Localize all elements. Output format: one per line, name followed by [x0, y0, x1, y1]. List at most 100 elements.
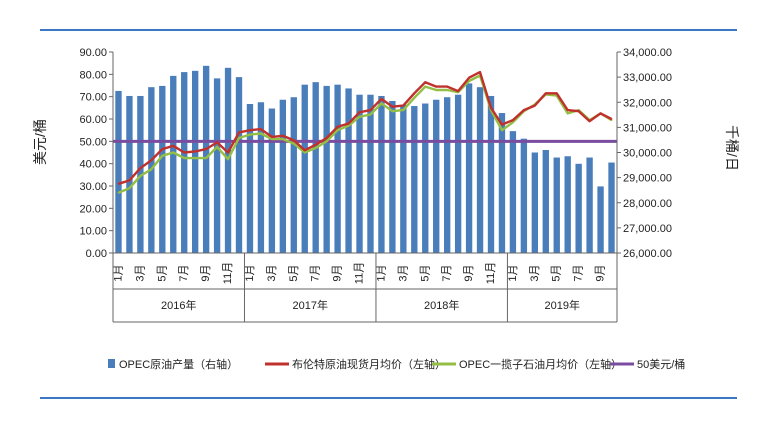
- right-tick-label: 33,000.00: [623, 72, 672, 84]
- x-month-label: 11月: [485, 262, 497, 284]
- brent-price-line-point: [161, 148, 164, 151]
- left-tick-label: 80.00: [79, 69, 107, 81]
- bar-opec-production: [542, 149, 549, 253]
- bar-opec-production: [115, 90, 122, 253]
- left-tick-label: 0.00: [86, 248, 107, 260]
- x-month-label: 5月: [551, 264, 563, 281]
- x-month-label: 9月: [463, 264, 475, 281]
- opec-basket-price-line-point: [358, 115, 361, 118]
- bar-opec-production: [235, 77, 243, 253]
- brent-price-line-point: [347, 122, 350, 125]
- x-month-label: 5月: [156, 264, 168, 281]
- left-tick-label: 70.00: [79, 92, 107, 104]
- x-month-label: 9月: [595, 264, 607, 281]
- bar-opec-production: [378, 95, 385, 253]
- brent-price-line-point: [358, 111, 361, 114]
- brent-price-line-point: [599, 112, 602, 115]
- brent-price-line-point: [380, 98, 383, 100]
- brent-price-line-point: [336, 125, 339, 128]
- legend-item-opec-production-label: OPEC原油产量（右轴）: [119, 357, 238, 371]
- legend-item-threshold-label: 50美元/桶: [637, 357, 685, 371]
- opec-basket-price-line-point: [369, 113, 372, 116]
- opec-basket-price-line-point: [205, 157, 208, 159]
- brent-price-line-point: [303, 149, 306, 152]
- x-month-label: 7月: [573, 264, 585, 281]
- opec-basket-price-line-point: [227, 158, 229, 161]
- brent-price-line-point: [183, 151, 186, 154]
- opec-basket-price-line-point: [391, 110, 394, 113]
- bar-opec-production: [345, 88, 352, 254]
- year-label: 2016年: [161, 298, 196, 312]
- brent-price-line-point: [369, 109, 372, 111]
- left-tick-label: 10.00: [79, 226, 107, 238]
- opec-basket-price-line-point: [216, 146, 218, 148]
- bar-opec-production: [520, 138, 528, 253]
- right-tick-label: 32,000.00: [623, 97, 672, 109]
- bar-opec-production: [400, 104, 407, 253]
- x-month-label: 9月: [200, 264, 212, 281]
- brent-price-line-point: [270, 135, 273, 138]
- bar-opec-production: [279, 99, 287, 253]
- brent-price-line-point: [479, 71, 481, 73]
- brent-price-line-point: [292, 139, 295, 142]
- brent-price-line-point: [216, 141, 218, 144]
- brent-price-line-point: [577, 110, 580, 113]
- bar-opec-production: [181, 72, 188, 253]
- bar-opec-production: [356, 94, 363, 254]
- opec-basket-price-line-point: [249, 133, 251, 136]
- bar-opec-production: [126, 95, 133, 253]
- legend-item-opec-basket-label: OPEC一揽子石油月均价（左轴）: [459, 357, 622, 371]
- brent-price-line-point: [501, 123, 503, 126]
- opec-basket-price-line-point: [172, 151, 175, 154]
- bar-opec-production: [159, 85, 166, 253]
- brent-price-line: [118, 70, 613, 185]
- opec-basket-price-line-point: [347, 124, 350, 127]
- opec-basket-price-line-point: [194, 157, 197, 159]
- bar-opec-production: [137, 95, 144, 253]
- opec-basket-price-line-point: [117, 191, 120, 194]
- bar-opec-production: [575, 163, 582, 253]
- opec-basket-price-line-point: [281, 138, 284, 141]
- left-tick-label: 30.00: [79, 181, 107, 193]
- brent-price-line-point: [468, 76, 470, 79]
- opec-basket-price-line-point: [260, 132, 262, 135]
- opec-basket-price-line-point: [512, 121, 514, 124]
- brent-price-line-point: [402, 104, 405, 107]
- opec-basket-price-line-point: [139, 175, 142, 177]
- bar-opec-production: [509, 131, 517, 253]
- brent-price-line-point: [238, 131, 240, 134]
- bar-opec-production: [301, 84, 308, 253]
- bar-opec-production: [268, 108, 276, 253]
- brent-price-line-point: [588, 120, 591, 123]
- left-tick-label: 40.00: [79, 159, 107, 171]
- brent-price-line-point: [446, 85, 449, 88]
- brent-price-line-point: [249, 129, 251, 132]
- bar-opec-production: [487, 95, 495, 253]
- brent-price-line-point: [533, 104, 536, 107]
- x-month-label: 9月: [332, 264, 344, 281]
- year-label: 2017年: [292, 298, 327, 312]
- opec-basket-price-line-point: [183, 157, 186, 159]
- right-tick-label: 34,000.00: [623, 47, 672, 59]
- brent-price-line-point: [260, 128, 262, 130]
- brent-price-line-point: [610, 118, 613, 120]
- x-month-label: 7月: [441, 264, 453, 281]
- left-axis-label: 美元/桶: [32, 119, 48, 165]
- opec-basket-price-line-point: [292, 142, 295, 145]
- bar-opec-production: [411, 106, 418, 253]
- brent-price-line-point: [490, 106, 492, 109]
- bar-opec-production: [564, 156, 571, 253]
- bar-opec-production: [586, 157, 593, 253]
- bar-opec-production: [553, 157, 560, 253]
- x-month-label: 7月: [310, 264, 322, 281]
- bar-opec-production: [170, 75, 177, 254]
- x-month-label: 11月: [354, 262, 366, 284]
- brent-price-line-point: [139, 167, 142, 170]
- year-label: 2018年: [424, 298, 459, 312]
- bar-opec-production: [465, 83, 473, 253]
- brent-price-line-point: [522, 109, 525, 111]
- opec-basket-price-line-point: [402, 109, 405, 111]
- left-tick-label: 90.00: [79, 47, 107, 59]
